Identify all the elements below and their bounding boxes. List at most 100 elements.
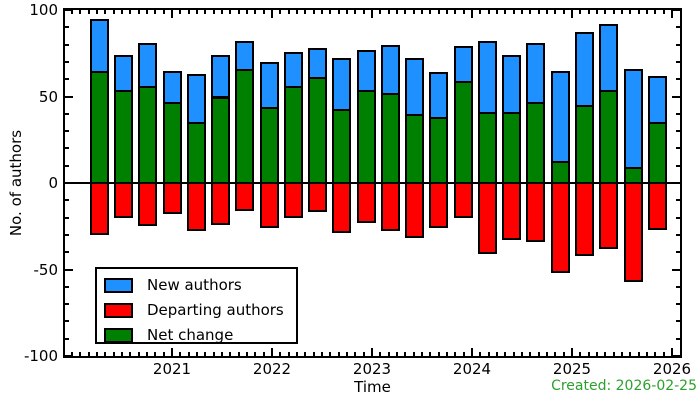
x-axis-minor-tick (129, 352, 132, 356)
x-axis-minor-tick (337, 10, 340, 14)
bar-new-authors (356, 49, 376, 92)
bar-new-authors (502, 54, 522, 115)
x-axis-minor-tick (654, 352, 657, 356)
y-axis-tick (65, 355, 73, 357)
x-axis-minor-tick (196, 10, 198, 14)
x-axis-minor-tick (296, 10, 298, 14)
x-axis-minor-tick (587, 352, 590, 356)
bar-new-authors (114, 54, 134, 92)
x-axis-minor-tick (137, 10, 140, 14)
x-axis-minor-tick (537, 10, 540, 14)
y-axis-minor-tick (676, 216, 680, 219)
x-axis-minor-tick (554, 10, 557, 14)
x-axis-minor-tick (237, 10, 240, 14)
x-axis-minor-tick (521, 10, 523, 14)
bar-new-authors (453, 46, 473, 83)
x-axis-minor-tick (87, 352, 90, 356)
x-axis-minor-tick (446, 10, 448, 14)
x-axis-minor-tick (379, 352, 382, 356)
x-axis-minor-tick (296, 352, 298, 356)
x-axis-minor-tick (329, 10, 332, 14)
x-axis-minor-tick (96, 10, 98, 14)
x-axis-tick-label: 2026 (652, 360, 692, 378)
x-axis-minor-tick (221, 10, 223, 14)
x-axis-minor-tick (337, 352, 340, 356)
x-axis-minor-tick (579, 10, 582, 14)
x-axis-minor-tick (212, 10, 215, 14)
x-axis-tick (571, 10, 573, 18)
bar-new-authors (526, 42, 546, 104)
x-axis-minor-tick (204, 10, 207, 14)
x-axis-minor-tick (621, 352, 623, 356)
departing-authors-swatch-icon (104, 303, 133, 318)
y-axis-minor-tick (676, 130, 680, 133)
net-change-swatch-icon (104, 328, 133, 343)
x-axis-minor-tick (412, 10, 415, 14)
x-axis-minor-tick (329, 352, 332, 356)
y-axis-minor-tick (65, 26, 69, 29)
x-axis-minor-tick (229, 352, 232, 356)
x-axis-minor-tick (404, 352, 407, 356)
legend-item-new-authors: New authors (104, 278, 242, 293)
y-axis-minor-tick (676, 164, 680, 167)
x-axis-minor-tick (487, 10, 490, 14)
x-axis-minor-tick (354, 10, 357, 14)
bar-new-authors (575, 32, 594, 108)
x-axis-minor-tick (604, 10, 607, 14)
x-axis-tick-label: 2021 (152, 360, 192, 378)
x-axis-minor-tick (546, 352, 548, 356)
x-axis-minor-tick (129, 10, 132, 14)
x-axis-minor-tick (146, 352, 148, 356)
x-axis-minor-tick (346, 352, 348, 356)
x-axis-minor-tick (246, 352, 248, 356)
x-axis-tick (671, 10, 673, 18)
bar-new-authors (89, 18, 109, 73)
x-axis-minor-tick (79, 352, 82, 356)
x-axis-minor-tick (254, 352, 257, 356)
x-axis-minor-tick (562, 352, 565, 356)
y-axis-minor-tick (676, 233, 680, 236)
x-axis-minor-tick (496, 10, 498, 14)
legend-label: New authors (147, 276, 242, 294)
x-axis-minor-tick (87, 10, 90, 14)
bar-new-authors (138, 42, 158, 89)
x-axis-tick (471, 348, 473, 356)
x-axis-minor-tick (121, 10, 123, 14)
x-axis-minor-tick (646, 352, 648, 356)
bar-new-authors (211, 54, 231, 99)
x-axis-minor-tick (529, 10, 532, 14)
y-axis-tick-label: -100 (23, 347, 58, 365)
x-axis-tick (571, 348, 573, 356)
x-axis-minor-tick (154, 10, 157, 14)
x-axis-minor-tick (429, 10, 432, 14)
x-axis-minor-tick (454, 352, 457, 356)
y-axis-minor-tick (65, 303, 69, 306)
x-axis-minor-tick (662, 352, 665, 356)
x-axis-minor-tick (487, 352, 490, 356)
x-axis-tick-label: 2022 (252, 360, 292, 378)
bar-new-authors (235, 41, 255, 71)
x-axis-minor-tick (454, 10, 457, 14)
x-axis-minor-tick (504, 10, 507, 14)
y-axis-minor-tick (676, 337, 680, 340)
legend-label: Departing authors (147, 301, 284, 319)
y-axis-tick (672, 95, 680, 98)
x-axis-minor-tick (162, 10, 165, 14)
x-axis-tick-label: 2025 (552, 360, 592, 378)
x-axis-minor-tick (179, 352, 182, 356)
x-axis-minor-tick (246, 10, 248, 14)
x-axis-minor-tick (479, 352, 482, 356)
x-axis-minor-tick (187, 352, 190, 356)
x-axis-tick-label: 2024 (452, 360, 492, 378)
x-axis-minor-tick (79, 10, 82, 14)
y-axis-tick (65, 9, 73, 11)
legend-item-departing-authors: Departing authors (104, 303, 284, 318)
x-axis-minor-tick (146, 10, 148, 14)
x-axis-minor-tick (396, 10, 398, 14)
bar-new-authors (332, 58, 352, 111)
x-axis-minor-tick (279, 10, 282, 14)
y-axis-minor-tick (65, 251, 69, 254)
x-axis-minor-tick (287, 352, 290, 356)
x-axis-tick (371, 10, 373, 18)
